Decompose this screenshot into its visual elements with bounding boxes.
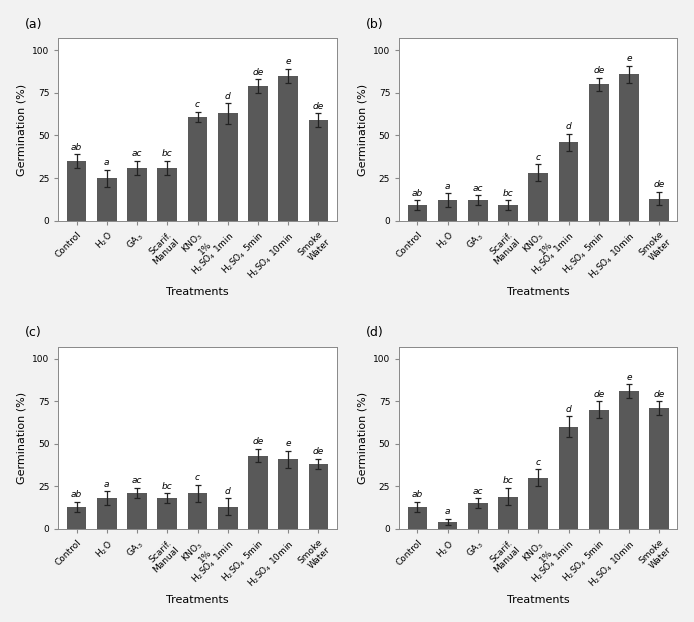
Text: a: a <box>104 480 110 489</box>
X-axis label: Treatments: Treatments <box>167 595 229 605</box>
Bar <box>498 205 518 221</box>
Text: bc: bc <box>502 476 514 485</box>
Bar <box>650 408 669 529</box>
Bar <box>158 168 177 221</box>
Text: bc: bc <box>162 481 173 491</box>
Text: ab: ab <box>71 142 83 152</box>
Bar <box>278 76 298 221</box>
Text: d: d <box>566 405 571 414</box>
Bar <box>248 456 268 529</box>
Bar <box>438 200 457 221</box>
Y-axis label: Germination (%): Germination (%) <box>17 392 26 484</box>
Bar <box>528 478 548 529</box>
Bar <box>127 493 147 529</box>
Text: (c): (c) <box>25 327 42 340</box>
Bar <box>619 74 638 221</box>
Text: de: de <box>253 437 264 446</box>
Bar <box>218 507 237 529</box>
Bar <box>187 117 208 221</box>
Bar <box>407 205 428 221</box>
Text: ac: ac <box>473 183 483 193</box>
Bar <box>97 178 117 221</box>
Text: de: de <box>313 102 324 111</box>
X-axis label: Treatments: Treatments <box>507 595 570 605</box>
Bar <box>438 522 457 529</box>
Text: bc: bc <box>162 149 173 159</box>
Y-axis label: Germination (%): Germination (%) <box>17 83 26 175</box>
Bar <box>528 173 548 221</box>
Text: (b): (b) <box>366 18 384 31</box>
Bar <box>468 200 488 221</box>
Text: (a): (a) <box>25 18 42 31</box>
Text: de: de <box>654 389 665 399</box>
Bar <box>589 85 609 221</box>
Text: de: de <box>253 68 264 77</box>
Bar <box>468 503 488 529</box>
Bar <box>559 142 578 221</box>
Text: (d): (d) <box>366 327 384 340</box>
Bar <box>278 459 298 529</box>
Bar <box>187 493 208 529</box>
Text: d: d <box>225 486 230 496</box>
Text: c: c <box>536 458 541 466</box>
Text: e: e <box>626 54 632 63</box>
Text: ab: ab <box>412 188 423 198</box>
Bar <box>650 198 669 221</box>
Text: e: e <box>626 373 632 381</box>
Text: ab: ab <box>71 490 83 499</box>
Y-axis label: Germination (%): Germination (%) <box>357 83 367 175</box>
Text: bc: bc <box>502 188 514 198</box>
Text: e: e <box>285 439 291 448</box>
Bar <box>309 120 328 221</box>
Bar <box>619 391 638 529</box>
Bar <box>589 410 609 529</box>
Text: a: a <box>445 507 450 516</box>
Text: ac: ac <box>132 149 142 159</box>
Bar <box>559 427 578 529</box>
Bar <box>158 498 177 529</box>
X-axis label: Treatments: Treatments <box>507 287 570 297</box>
Bar <box>218 113 237 221</box>
Bar <box>407 507 428 529</box>
Bar <box>67 507 87 529</box>
Text: de: de <box>593 66 604 75</box>
Text: c: c <box>536 153 541 162</box>
Bar <box>67 161 87 221</box>
Text: de: de <box>313 447 324 457</box>
Text: ac: ac <box>473 486 483 496</box>
Bar <box>248 86 268 221</box>
Text: ab: ab <box>412 490 423 499</box>
Bar <box>127 168 147 221</box>
Bar <box>97 498 117 529</box>
Text: a: a <box>445 182 450 191</box>
Text: d: d <box>566 123 571 131</box>
Text: a: a <box>104 158 110 167</box>
Text: de: de <box>593 389 604 399</box>
Text: de: de <box>654 180 665 189</box>
Bar <box>498 496 518 529</box>
Text: e: e <box>285 57 291 67</box>
Y-axis label: Germination (%): Germination (%) <box>357 392 367 484</box>
Text: c: c <box>195 473 200 482</box>
Bar <box>309 464 328 529</box>
Text: d: d <box>225 91 230 101</box>
Text: ac: ac <box>132 476 142 485</box>
Text: c: c <box>195 100 200 109</box>
X-axis label: Treatments: Treatments <box>167 287 229 297</box>
